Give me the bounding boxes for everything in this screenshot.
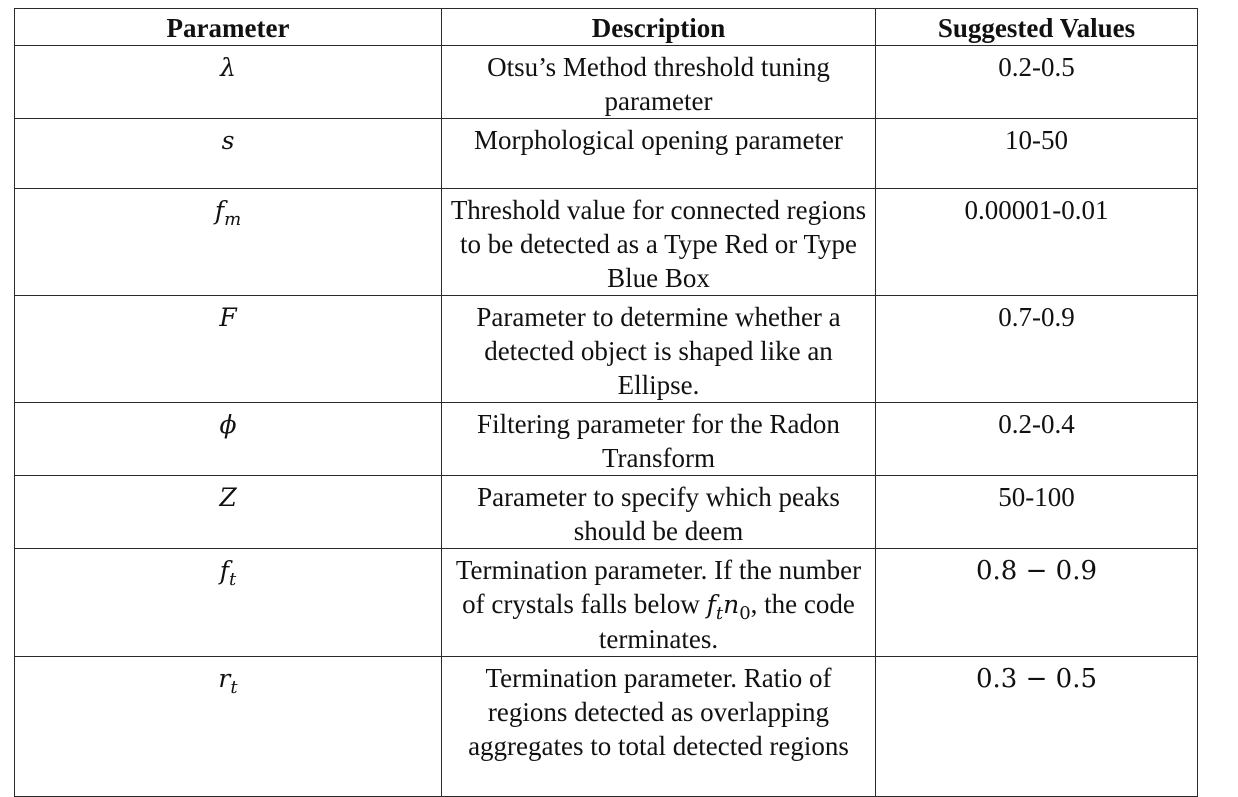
param-value: 0.8 − 0.9 bbox=[975, 556, 1097, 586]
value-cell: 0.2-0.5 bbox=[875, 45, 1198, 119]
param-description: Threshold value for connected regions to… bbox=[450, 195, 867, 293]
description-cell: Filtering parameter for the Radon Transf… bbox=[441, 402, 876, 476]
table-row: rt Termination parameter. Ratio of regio… bbox=[14, 656, 1198, 797]
param-value: 0.7-0.9 bbox=[998, 302, 1075, 332]
table-header-row: Parameter Description Suggested Values bbox=[14, 8, 1198, 46]
description-cell: Termination parameter. If the number of … bbox=[441, 548, 876, 657]
value-cell: 10-50 bbox=[875, 118, 1198, 189]
param-value: 50-100 bbox=[998, 482, 1075, 512]
param-symbol: rt bbox=[218, 664, 238, 698]
description-cell: Termination parameter. Ratio of regions … bbox=[441, 656, 876, 797]
param-symbol-cell: s bbox=[14, 118, 442, 189]
description-cell: Parameter to specify which peaks should … bbox=[441, 475, 876, 549]
param-symbol-cell: rt bbox=[14, 656, 442, 797]
header-suggested-values: Suggested Values bbox=[875, 8, 1198, 46]
value-cell: 0.7-0.9 bbox=[875, 295, 1198, 403]
param-symbol-cell: λ bbox=[14, 45, 442, 119]
param-description: Filtering parameter for the Radon Transf… bbox=[477, 409, 840, 473]
param-symbol: ϕ bbox=[219, 410, 237, 439]
value-cell: 0.3 − 0.5 bbox=[875, 656, 1198, 797]
param-value: 0.2-0.5 bbox=[998, 52, 1075, 82]
value-cell: 0.2-0.4 bbox=[875, 402, 1198, 476]
value-cell: 0.00001-0.01 bbox=[875, 188, 1198, 296]
description-cell: Otsu’s Method threshold tuning parameter bbox=[441, 45, 876, 119]
param-symbol: s bbox=[221, 126, 235, 155]
param-symbol: F bbox=[219, 303, 237, 332]
table-row: λ Otsu’s Method threshold tuning paramet… bbox=[14, 45, 1198, 119]
param-symbol: ft bbox=[219, 556, 237, 590]
param-symbol: λ bbox=[220, 53, 236, 82]
param-symbol-cell: ft bbox=[14, 548, 442, 657]
param-value: 10-50 bbox=[1005, 125, 1068, 155]
table-row: s Morphological opening parameter 10-50 bbox=[14, 118, 1198, 189]
param-description-tail: , the code terminates. bbox=[598, 589, 855, 654]
description-cell: Morphological opening parameter bbox=[441, 118, 876, 189]
param-description: Otsu’s Method threshold tuning parameter bbox=[487, 52, 830, 116]
param-symbol-cell: ϕ bbox=[14, 402, 442, 476]
header-description: Description bbox=[441, 8, 876, 46]
param-description: Parameter to determine whether a detecte… bbox=[476, 302, 841, 400]
parameter-table: Parameter Description Suggested Values λ… bbox=[14, 8, 1198, 797]
param-value: 0.2-0.4 bbox=[998, 409, 1075, 439]
value-cell: 50-100 bbox=[875, 475, 1198, 549]
param-symbol-cell: fm bbox=[14, 188, 442, 296]
description-cell: Parameter to determine whether a detecte… bbox=[441, 295, 876, 403]
table-row: ϕ Filtering parameter for the Radon Tran… bbox=[14, 402, 1198, 476]
param-description: Termination parameter. If the number of … bbox=[455, 555, 862, 619]
description-cell: Threshold value for connected regions to… bbox=[441, 188, 876, 296]
param-description: Parameter to specify which peaks should … bbox=[477, 482, 840, 546]
table-row: ft Termination parameter. If the number … bbox=[14, 548, 1198, 657]
table-row: fm Threshold value for connected regions… bbox=[14, 188, 1198, 296]
param-description: Termination parameter. Ratio of regions … bbox=[468, 663, 849, 761]
param-value: 0.00001-0.01 bbox=[964, 195, 1109, 225]
param-symbol-cell: Z bbox=[14, 475, 442, 549]
param-symbol-cell: F bbox=[14, 295, 442, 403]
param-symbol: Z bbox=[219, 483, 237, 512]
param-value: 0.3 − 0.5 bbox=[975, 664, 1097, 694]
table-row: F Parameter to determine whether a detec… bbox=[14, 295, 1198, 403]
inline-math-ft-n0: ftn0 bbox=[706, 590, 751, 624]
value-cell: 0.8 − 0.9 bbox=[875, 548, 1198, 657]
param-description: Morphological opening parameter bbox=[474, 125, 843, 155]
param-symbol: fm bbox=[214, 196, 242, 230]
table-row: Z Parameter to specify which peaks shoul… bbox=[14, 475, 1198, 549]
header-parameter: Parameter bbox=[14, 8, 442, 46]
